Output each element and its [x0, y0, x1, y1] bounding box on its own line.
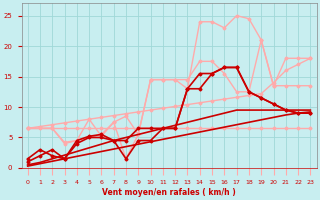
X-axis label: Vent moyen/en rafales ( km/h ): Vent moyen/en rafales ( km/h ) [102, 188, 236, 197]
